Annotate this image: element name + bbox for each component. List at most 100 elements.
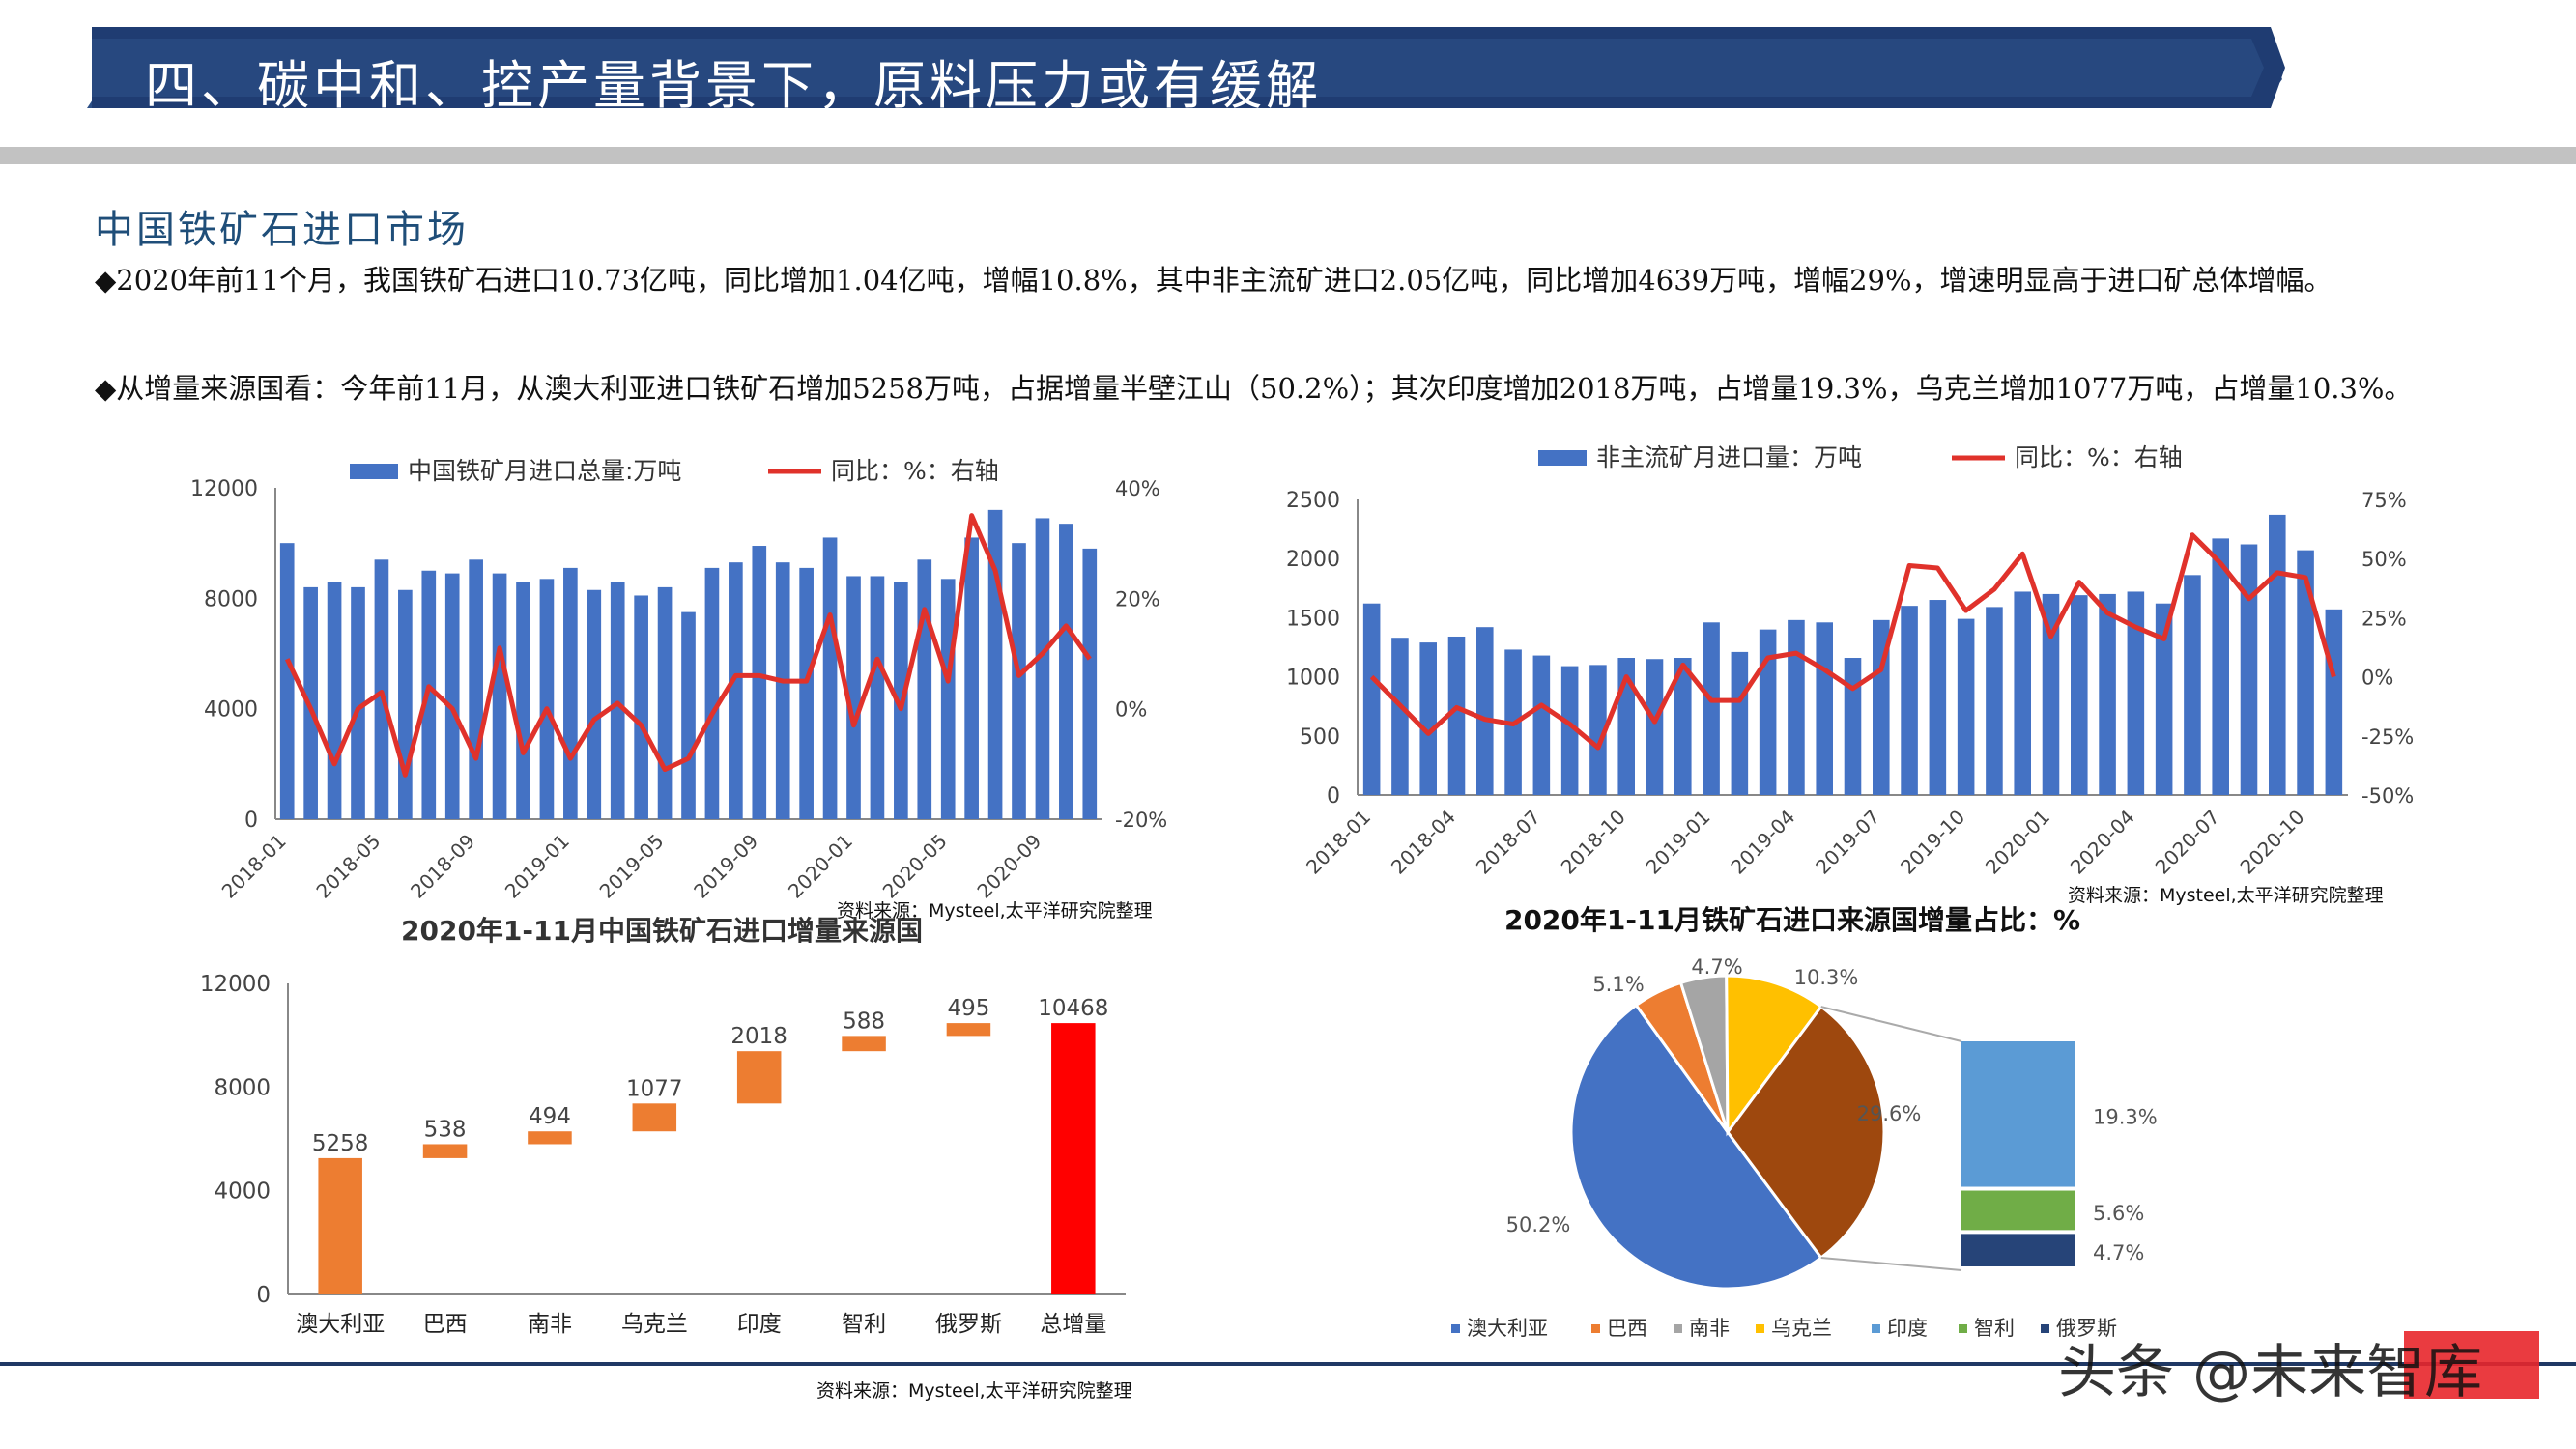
y-tick-label: 12000 <box>200 972 271 997</box>
y2-tick-label: -50% <box>2361 784 2414 808</box>
bar <box>492 573 507 819</box>
y2-tick-label: 20% <box>1115 587 1160 611</box>
y-tick-label: 0 <box>256 1283 271 1308</box>
legend-swatch <box>2041 1324 2049 1333</box>
y-tick-label: 12000 <box>190 477 258 501</box>
legend-swatch <box>1756 1324 1764 1333</box>
bar <box>1362 603 1381 795</box>
bar <box>1391 638 1409 795</box>
waterfall-bar <box>528 1131 572 1145</box>
pie-data-label: 10.3% <box>1794 966 1859 989</box>
waterfall-bar <box>632 1103 677 1132</box>
paragraph-1: ◆2020年前11个月，我国铁矿石进口10.73亿吨，同比增加1.04亿吨，增幅… <box>95 264 2333 297</box>
bar <box>2155 603 2173 795</box>
pie-data-label: 29.6% <box>1857 1102 1922 1125</box>
bar <box>634 595 648 819</box>
bar <box>704 567 720 819</box>
waterfall-bar <box>318 1157 362 1294</box>
connector-line <box>1820 1006 1962 1042</box>
bar <box>1674 658 1692 795</box>
legend-swatch <box>1451 1324 1460 1333</box>
x-tick-label: 智利 <box>842 1312 886 1337</box>
bar <box>775 562 790 819</box>
header-banner <box>87 27 2285 108</box>
pie-data-label: 4.7% <box>1691 955 1742 979</box>
data-label: 1077 <box>626 1076 683 1101</box>
bar <box>2212 538 2229 795</box>
y2-tick-label: 75% <box>2361 489 2407 512</box>
legend-label: 巴西 <box>1607 1317 1647 1340</box>
bar <box>374 559 389 819</box>
bar <box>1759 629 1777 795</box>
y-tick-label: 2500 <box>1286 489 1340 513</box>
section-heading: 中国铁矿石进口市场 <box>95 208 469 252</box>
watermark-logo-box <box>2404 1331 2539 1399</box>
legend-swatch-bar <box>1538 450 1587 466</box>
waterfall-bar <box>946 1023 991 1037</box>
bar <box>2127 591 2145 795</box>
legend-label: 乌克兰 <box>1771 1317 1832 1340</box>
pie-slice <box>1725 974 1823 1137</box>
bar <box>1059 524 1073 819</box>
chart-title: 2020年1-11月铁矿石进口来源国增量占比：% <box>1504 904 2080 936</box>
bar-of-pie-segment <box>1961 1041 2075 1187</box>
source-note-3: 资料来源：Mysteel,太平洋研究院整理 <box>816 1380 1132 1402</box>
bar <box>1035 518 1050 819</box>
bar <box>1082 548 1098 819</box>
bar <box>1419 642 1437 795</box>
data-label: 538 <box>424 1117 467 1142</box>
legend-label: 智利 <box>1974 1317 2015 1340</box>
legend-label-bar: 中国铁矿月进口总量:万吨 <box>408 457 681 485</box>
data-label: 588 <box>843 1009 885 1034</box>
x-tick-label: 总增量 <box>1040 1312 1106 1337</box>
pie-slice <box>1726 1004 1886 1261</box>
pie-data-label: 5.1% <box>1592 973 1644 996</box>
data-label: 2018 <box>730 1024 787 1049</box>
waterfall-bar <box>736 1051 782 1104</box>
y-tick-label: 0 <box>1327 784 1340 809</box>
y-tick-label: 1000 <box>1286 667 1340 691</box>
bar <box>1788 619 1805 795</box>
bar-of-pie-segment <box>1961 1190 2075 1231</box>
page-title: 四、碳中和、控产量背景下，原料压力或有缓解 <box>145 55 1322 116</box>
paragraph-2: ◆从增量来源国看：今年前11月，从澳大利亚进口铁矿石增加5258万吨，占据增量半… <box>95 372 2413 405</box>
bar <box>822 537 838 819</box>
bar <box>1560 666 1579 795</box>
bar <box>539 579 555 819</box>
y2-tick-label: -25% <box>2361 725 2414 749</box>
y2-tick-label: 0% <box>2361 667 2393 690</box>
bar <box>2071 595 2088 795</box>
bar <box>444 573 460 819</box>
bar <box>2269 514 2286 795</box>
y-tick-label: 8000 <box>214 1075 271 1100</box>
bar <box>1957 618 1975 795</box>
legend-label-line: 同比：%：右轴 <box>2015 443 2183 471</box>
pie-data-label: 50.2% <box>1506 1213 1571 1236</box>
bar <box>1873 619 1890 795</box>
x-tick-label: 巴西 <box>423 1312 468 1337</box>
bar <box>587 589 602 819</box>
bar <box>870 576 885 819</box>
bar <box>1447 636 1466 795</box>
bar <box>681 611 696 819</box>
bar <box>1986 607 2003 795</box>
y2-tick-label: 25% <box>2361 607 2407 630</box>
bar-of-pie-label: 4.7% <box>2093 1241 2144 1264</box>
bar <box>1703 622 1720 795</box>
y-tick-label: 4000 <box>204 698 258 723</box>
data-label: 494 <box>529 1104 571 1129</box>
waterfall-bar <box>422 1144 468 1158</box>
pie-slice <box>1569 1003 1823 1291</box>
legend-swatch <box>1959 1324 1967 1333</box>
footer-line <box>0 1362 2576 1366</box>
x-tick-label: 南非 <box>528 1312 572 1337</box>
bar <box>351 586 365 819</box>
legend-swatch <box>1674 1324 1682 1333</box>
legend-label-line: 同比：%：右轴 <box>831 457 999 485</box>
y-tick-label: 4000 <box>214 1179 271 1205</box>
x-tick-label: 俄罗斯 <box>935 1312 1002 1337</box>
bar <box>752 546 767 819</box>
bar <box>279 543 295 819</box>
